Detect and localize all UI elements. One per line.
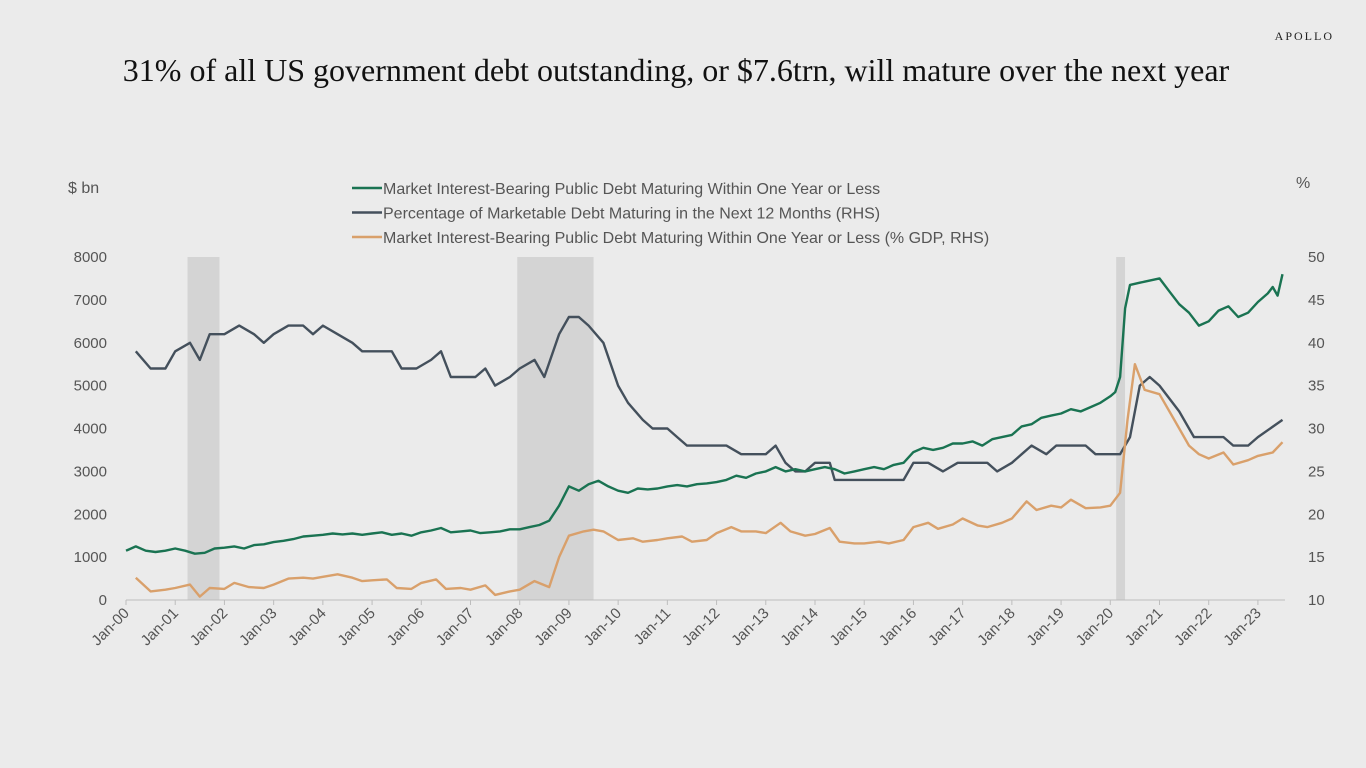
x-tick-label: Jan-02 [187, 605, 231, 649]
left-tick-label: 5000 [74, 378, 107, 395]
x-tick-label: Jan-09 [531, 605, 575, 649]
left-tick-label: 6000 [74, 335, 107, 352]
series-line-0 [125, 273, 1284, 555]
x-tick-label: Jan-10 [581, 605, 625, 649]
right-tick-label: 25 [1308, 463, 1325, 480]
x-tick-label: Jan-00 [88, 605, 132, 649]
left-tick-label: 7000 [74, 292, 107, 309]
right-tick-label: 20 [1308, 506, 1325, 523]
x-tick-label: Jan-19 [1023, 605, 1067, 649]
recession-band-2 [1116, 257, 1126, 600]
right-tick-label: 50 [1308, 249, 1325, 266]
right-tick-label: 15 [1308, 549, 1325, 566]
left-axis-unit: $ bn [68, 180, 99, 197]
x-tick-label: Jan-03 [236, 605, 280, 649]
legend-label-0: Market Interest-Bearing Public Debt Matu… [383, 181, 880, 198]
x-tick-label: Jan-20 [1073, 605, 1117, 649]
x-tick-label: Jan-21 [1122, 605, 1166, 649]
x-tick-label: Jan-13 [728, 605, 772, 649]
series-line-2 [134, 363, 1284, 598]
left-tick-label: 0 [99, 592, 107, 609]
legend: Market Interest-Bearing Public Debt Matu… [352, 181, 989, 247]
series-lines [125, 273, 1284, 598]
legend-label-2: Market Interest-Bearing Public Debt Matu… [383, 230, 989, 247]
x-tick-label: Jan-01 [138, 605, 182, 649]
right-tick-label: 30 [1308, 421, 1325, 438]
right-tick-label: 10 [1308, 592, 1325, 609]
left-tick-label: 1000 [74, 549, 107, 566]
recession-shading [187, 257, 1126, 600]
right-tick-label: 35 [1308, 378, 1325, 395]
x-tick-label: Jan-16 [876, 605, 920, 649]
x-tick-label: Jan-18 [974, 605, 1018, 649]
x-tick-label: Jan-15 [827, 605, 871, 649]
left-tick-label: 8000 [74, 249, 107, 266]
chart-title: 31% of all US government debt outstandin… [122, 52, 1230, 88]
legend-label-1: Percentage of Marketable Debt Maturing i… [383, 206, 880, 223]
right-tick-label: 45 [1308, 292, 1325, 309]
left-tick-label: 4000 [74, 421, 107, 438]
left-tick-label: 3000 [74, 463, 107, 480]
x-tick-label: Jan-05 [334, 605, 378, 649]
x-tick-label: Jan-04 [285, 605, 329, 649]
recession-band-0 [187, 257, 220, 600]
x-tick-label: Jan-06 [384, 605, 428, 649]
recession-band-1 [517, 257, 594, 600]
series-line-1 [134, 315, 1284, 482]
x-tick-label: Jan-22 [1171, 605, 1215, 649]
axes: 0 1000 2000 3000 4000 5000 6000 7000 8000 10 15 20 2… [74, 249, 1325, 649]
x-tick-label: Jan-23 [1220, 605, 1264, 649]
right-tick-label: 40 [1308, 335, 1325, 352]
left-tick-label: 2000 [74, 506, 107, 523]
x-tick-label: Jan-07 [433, 605, 477, 649]
x-tick-label: Jan-11 [631, 605, 675, 649]
brand-logo: APOLLO [1274, 29, 1334, 43]
x-tick-label: Jan-17 [925, 605, 969, 649]
x-tick-label: Jan-08 [482, 605, 526, 649]
x-tick-label: Jan-12 [679, 605, 723, 649]
right-axis-unit: % [1296, 175, 1310, 192]
x-tick-label: Jan-14 [777, 605, 821, 649]
